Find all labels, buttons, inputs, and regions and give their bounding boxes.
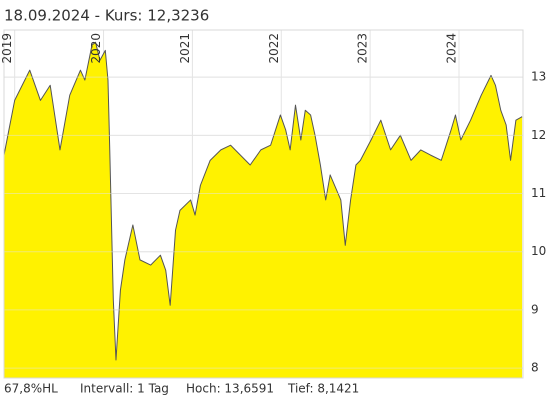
y-tick-label: 12 xyxy=(531,128,546,142)
plot-area: 8 9 10 11 12 13 2019 2020 2021 2022 2023 2024 xyxy=(0,29,546,379)
y-tick-label: 13 xyxy=(531,70,546,84)
x-tick-label: 2023 xyxy=(356,33,370,64)
y-tick-label: 11 xyxy=(531,186,546,200)
chart-title: 18.09.2024 - Kurs: 12,3236 xyxy=(4,7,209,25)
area-fill xyxy=(4,42,523,378)
footer-range: 67,8%HL xyxy=(4,382,58,396)
footer-interval: Intervall: 1 Tag xyxy=(80,382,169,396)
x-tick-label: 2020 xyxy=(89,33,103,64)
y-tick-label: 8 xyxy=(531,361,539,375)
plot-frame xyxy=(3,29,524,379)
y-tick-label: 9 xyxy=(531,302,539,316)
y-tick-label: 10 xyxy=(531,244,546,258)
footer-low: Tief: 8,1421 xyxy=(287,382,359,396)
x-tick-label: 2019 xyxy=(0,33,14,64)
x-tick-label: 2021 xyxy=(178,33,192,64)
x-tick-label: 2022 xyxy=(267,33,281,64)
price-line xyxy=(3,41,523,361)
x-tick-label: 2024 xyxy=(445,33,459,64)
footer-high: Hoch: 13,6591 xyxy=(186,382,274,396)
